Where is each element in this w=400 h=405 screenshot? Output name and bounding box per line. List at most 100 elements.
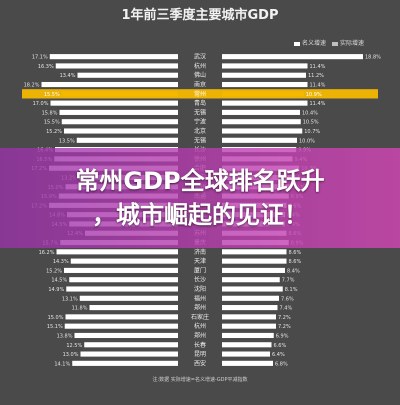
right-value-label: 8.4% xyxy=(287,268,300,274)
left-bar xyxy=(66,286,178,292)
left-value-label: 13.8% xyxy=(57,333,73,339)
left-bar xyxy=(50,100,178,106)
category-label: 杭州 xyxy=(194,62,206,70)
left-value-label: 15.2% xyxy=(46,268,62,274)
right-bar xyxy=(222,137,297,143)
right-value-label: 11.4% xyxy=(310,64,326,70)
left-bar xyxy=(72,360,178,366)
right-bar xyxy=(222,351,270,357)
headline-line-1: 常州GDP全球排名跃升 xyxy=(75,167,325,195)
chart-legend: 名义增速 实际增速 xyxy=(293,38,364,47)
left-bar xyxy=(61,119,178,125)
right-bar xyxy=(222,332,274,339)
left-value-label: 15.5% xyxy=(44,120,60,126)
right-value-label: 10.5% xyxy=(303,120,319,126)
left-bar xyxy=(49,54,178,60)
left-value-label: 13.0% xyxy=(63,352,79,358)
category-label: 北京 xyxy=(194,127,206,135)
left-bar xyxy=(41,81,178,88)
category-label: 无锡 xyxy=(194,108,206,116)
right-value-label: 7.2% xyxy=(278,324,291,330)
right-value-label: 8.6% xyxy=(289,250,302,256)
left-bar xyxy=(70,258,178,264)
right-value-label: 11.4% xyxy=(310,101,326,107)
left-value-label: 15.8% xyxy=(42,110,58,116)
category-label: 厦门 xyxy=(194,266,206,274)
right-value-label: 6.9% xyxy=(276,333,289,339)
category-label: 杭州 xyxy=(194,322,206,330)
right-value-label: 6.4% xyxy=(272,352,285,358)
left-bar xyxy=(56,249,178,255)
right-value-label: 7.7% xyxy=(282,278,295,284)
right-bar xyxy=(222,323,276,329)
right-value-label: 10.9% xyxy=(306,92,322,98)
left-bar xyxy=(61,91,178,97)
left-bar xyxy=(84,342,178,348)
right-bar xyxy=(222,286,283,292)
right-value-label: 10.7% xyxy=(304,129,320,135)
left-value-label: 11.8% xyxy=(72,306,88,312)
category-label: 福州 xyxy=(194,294,206,302)
category-label: 郑州 xyxy=(194,304,206,312)
category-label: 无锡 xyxy=(194,136,206,144)
right-bar xyxy=(222,109,300,115)
right-bar xyxy=(222,295,279,301)
category-label: 长沙 xyxy=(194,276,206,284)
category-label: 郑州 xyxy=(194,331,206,339)
left-bar xyxy=(77,72,178,78)
right-value-label: 11.2% xyxy=(308,73,324,79)
right-value-label: 6.8% xyxy=(275,361,288,367)
category-label: 宁波 xyxy=(194,118,206,126)
category-label: 武汉 xyxy=(194,53,206,61)
left-bar xyxy=(64,128,178,134)
left-bar xyxy=(59,109,178,115)
right-bar xyxy=(222,100,308,106)
right-bar xyxy=(222,258,287,264)
right-value-label: 7.4% xyxy=(280,306,293,312)
right-bar xyxy=(222,267,285,273)
left-value-label: 15.0% xyxy=(48,315,64,321)
legend-entry-nominal: 名义增速 xyxy=(293,38,326,47)
right-value-label: 7.2% xyxy=(278,315,291,321)
chart-title: 1年前三季度主要城市GDP xyxy=(121,8,279,23)
right-bar xyxy=(222,81,308,88)
left-value-label: 17.0% xyxy=(33,101,49,107)
category-label: 常州 xyxy=(194,90,206,98)
right-bar xyxy=(222,91,304,97)
left-value-label: 14.5% xyxy=(51,278,67,284)
left-bar xyxy=(64,323,178,329)
category-label: 佛山 xyxy=(194,71,206,79)
right-bar xyxy=(222,72,306,78)
right-value-label: 11.4% xyxy=(310,83,326,89)
left-bar xyxy=(79,295,178,301)
right-bar xyxy=(222,277,280,283)
left-bar xyxy=(55,63,178,69)
chart-footnote: 注:数据 实际增速=名义增速-GDP平减指数 xyxy=(152,377,248,383)
category-label: 西安 xyxy=(194,359,206,367)
legend-label-real: 实际增速 xyxy=(339,40,364,47)
right-bar xyxy=(222,314,276,320)
left-value-label: 15.1% xyxy=(47,324,63,330)
left-value-label: 15.2% xyxy=(46,129,62,135)
left-value-label: 14.1% xyxy=(54,361,70,367)
category-label: 昆明 xyxy=(194,351,206,358)
category-label: 长春 xyxy=(194,341,206,349)
right-value-label: 10.0% xyxy=(299,138,315,144)
right-bar xyxy=(222,342,272,348)
left-bar xyxy=(65,314,178,320)
right-bar xyxy=(222,360,273,366)
left-value-label: 16.3% xyxy=(38,64,54,70)
left-value-label: 13.5% xyxy=(59,138,75,144)
right-value-label: 6.6% xyxy=(274,343,287,349)
right-value-label: 10.4% xyxy=(302,110,318,116)
category-label: 南京 xyxy=(194,81,206,89)
left-value-label: 14.9% xyxy=(48,287,64,293)
right-bar xyxy=(222,54,363,60)
left-bar xyxy=(74,332,178,339)
headline-banner: 常州GDP全球排名跃升 ，城市崛起的见证！ xyxy=(0,148,400,248)
category-label: 石家庄 xyxy=(191,313,209,321)
left-bar xyxy=(80,351,178,357)
legend-label-nominal: 名义增速 xyxy=(301,40,326,47)
right-bar xyxy=(222,305,278,311)
left-bar xyxy=(76,137,178,143)
